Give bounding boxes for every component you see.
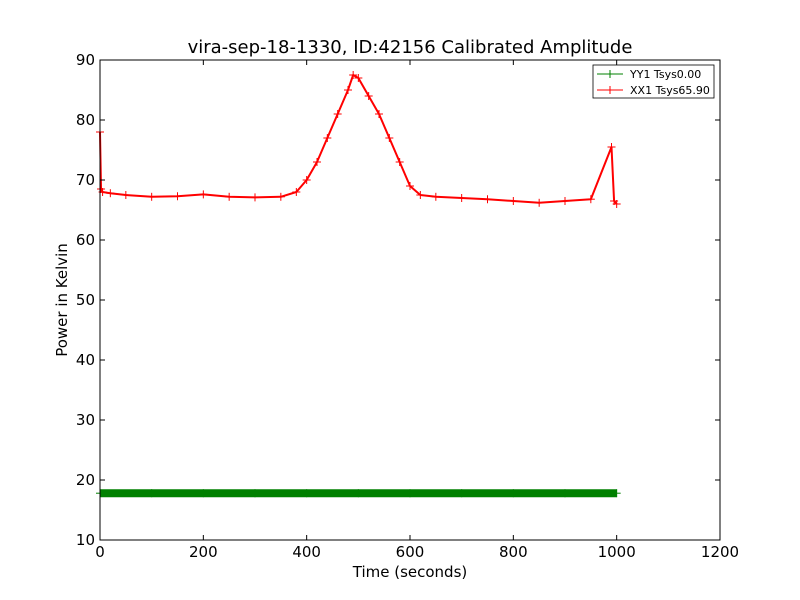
y-tick-label: 90 [76, 51, 95, 69]
data-point [344, 86, 352, 94]
data-point [147, 489, 156, 498]
data-point [364, 92, 373, 100]
data-point [612, 200, 621, 208]
plot-layer [96, 71, 621, 498]
data-point [225, 192, 234, 201]
x-tick-label: 0 [95, 543, 105, 561]
data-point [607, 143, 616, 151]
data-point [612, 489, 621, 498]
y-tick-label: 60 [76, 231, 95, 249]
data-point [302, 176, 311, 184]
data-point [199, 190, 208, 199]
y-tick-label: 40 [76, 351, 95, 369]
data-point [406, 489, 414, 498]
x-axis: 0 200 400 600 800 1000 1200 [95, 60, 739, 561]
y-tick-label: 20 [76, 471, 95, 489]
x-tick-label: 1000 [598, 543, 636, 561]
data-point [483, 195, 492, 204]
plot-frame [99, 59, 721, 541]
data-point [586, 195, 595, 204]
y-tick-label: 10 [76, 531, 95, 549]
data-point [457, 489, 466, 498]
data-point [561, 197, 569, 205]
data-point [106, 189, 115, 198]
y-axis: 10 20 30 40 50 60 70 80 90 [76, 51, 720, 549]
x-tick-label: 400 [292, 543, 321, 561]
x-axis-label: Time (seconds) [352, 563, 468, 581]
series-line-xx1 [99, 74, 618, 205]
x-tick-label: 800 [499, 543, 528, 561]
data-point [385, 134, 394, 142]
data-point [251, 489, 259, 498]
legend-label: XX1 Tsys65.90 [630, 84, 710, 97]
data-point [292, 188, 301, 196]
data-point [333, 110, 342, 118]
data-point [395, 158, 404, 166]
legend: YY1 Tsys0.00 XX1 Tsys65.90 [592, 64, 715, 99]
data-point [431, 192, 440, 201]
chart-title: vira-sep-18-1330, ID:42156 Calibrated Am… [188, 37, 633, 58]
data-point [276, 192, 285, 201]
data-point [323, 134, 332, 142]
data-point [173, 192, 182, 201]
data-point [406, 182, 414, 190]
x-tick-label: 600 [396, 543, 425, 561]
data-point [509, 489, 518, 498]
x-tick-label: 1200 [701, 543, 739, 561]
data-point [121, 191, 130, 199]
legend-marker [606, 86, 614, 94]
data-point [313, 158, 321, 166]
data-point [199, 489, 208, 498]
data-point [147, 192, 156, 201]
y-axis-label: Power in Kelvin [53, 243, 71, 357]
y-tick-label: 30 [76, 411, 95, 429]
data-point [354, 74, 363, 82]
legend-marker [606, 70, 614, 78]
data-point [354, 489, 363, 498]
y-tick-label: 70 [76, 171, 95, 189]
y-tick-label: 50 [76, 291, 95, 309]
data-point [535, 198, 544, 207]
data-point [561, 489, 569, 498]
data-point [251, 193, 259, 202]
data-point [302, 489, 311, 498]
data-point [509, 197, 518, 205]
data-point [457, 194, 466, 202]
data-point [416, 191, 425, 199]
data-point [375, 110, 383, 118]
data-point [349, 71, 358, 79]
legend-label: YY1 Tsys0.00 [629, 68, 701, 81]
x-tick-label: 200 [189, 543, 218, 561]
y-tick-label: 80 [76, 111, 95, 129]
legend-box [592, 64, 715, 99]
